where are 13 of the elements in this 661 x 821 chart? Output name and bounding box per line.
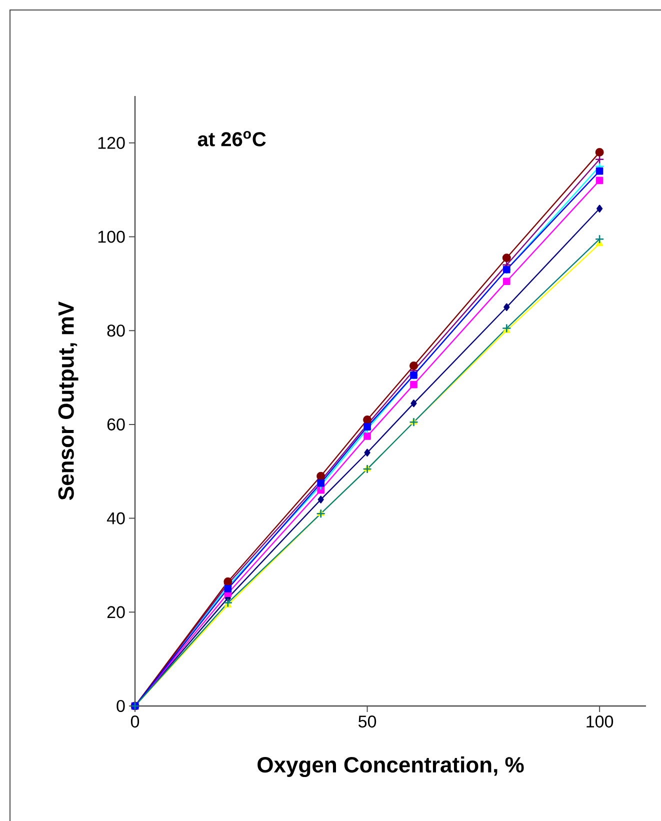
y-tick-label: 120 [98, 136, 125, 149]
y-tick-label: 40 [106, 512, 125, 524]
x-tick-label: 0 [130, 716, 140, 728]
y-tick-label: 20 [107, 606, 125, 618]
y-tick-label: 100 [98, 230, 125, 243]
x-tick-label: 50 [358, 716, 376, 728]
annotation: at 26$^{o}$C [198, 131, 266, 146]
y-tick-label: 60 [107, 418, 125, 430]
y-tick-label: 0 [116, 700, 125, 712]
y-axis-title: Sensor Output, mV [58, 302, 78, 500]
x-axis-title: Oxygen Concentration, % [258, 756, 524, 778]
y-tick-label: 80 [107, 324, 125, 337]
x-tick-label: 100 [586, 716, 614, 728]
